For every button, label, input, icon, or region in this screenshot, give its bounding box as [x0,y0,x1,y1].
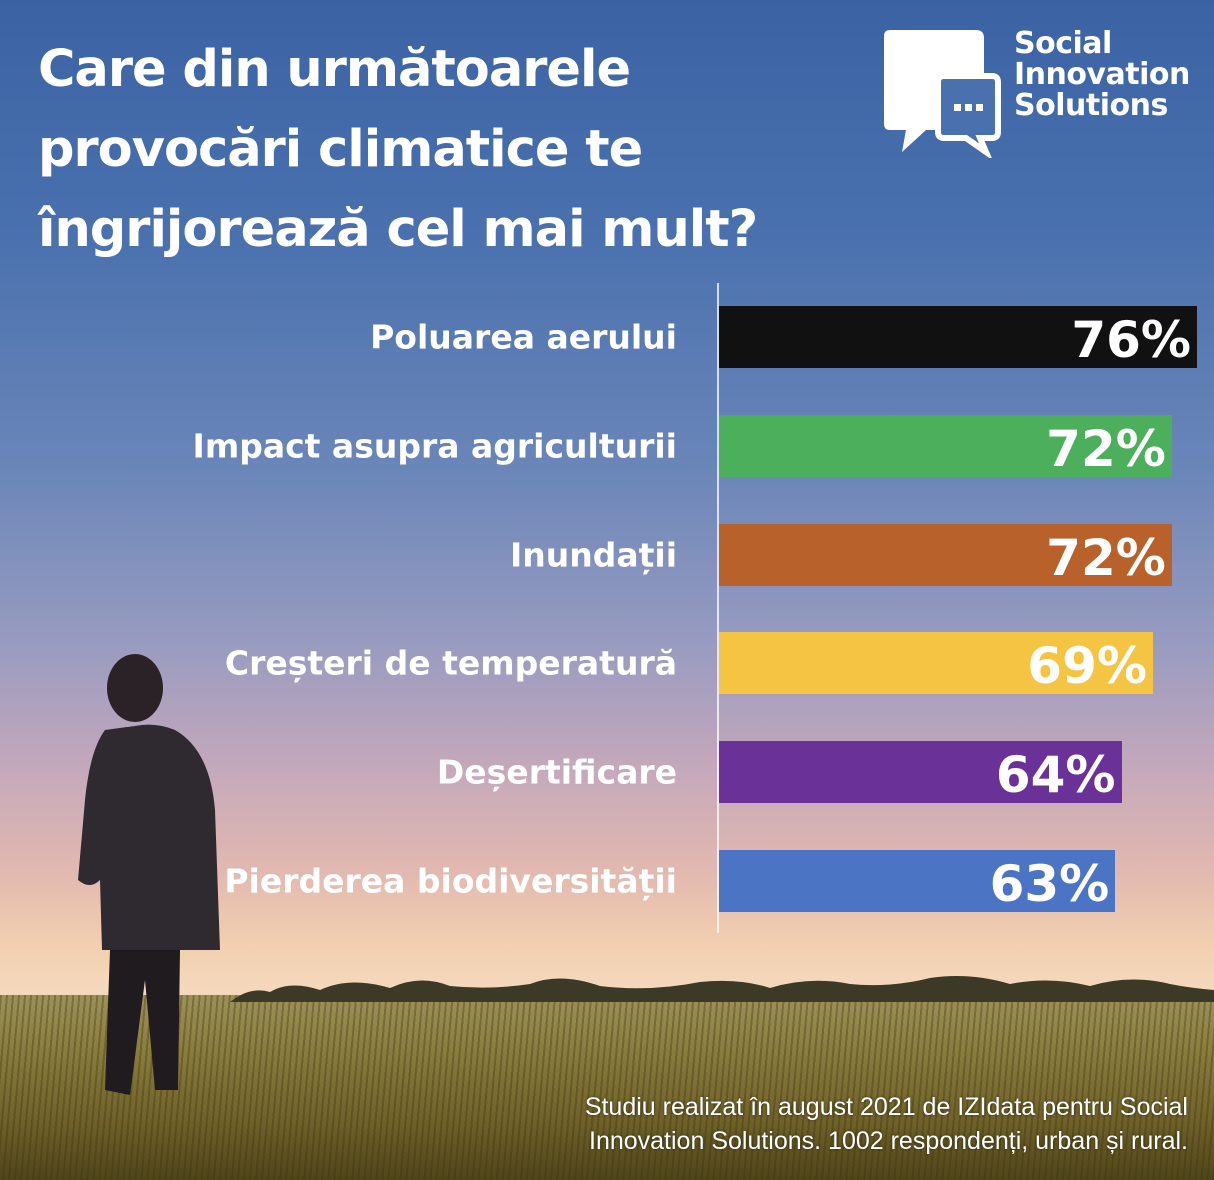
value-label: 72% [1046,419,1166,478]
person-silhouette [78,654,220,1095]
brand-line: Social [1014,26,1112,61]
bar-chart: Poluarea aerului 76% Impact asupra agricul… [192,283,1197,933]
bar [719,523,1172,586]
category-label: Impact asupra agriculturii [192,426,677,466]
wheat-field-background [0,995,1214,1180]
category-label: Creșteri de temperatură [224,643,677,683]
footnote-line: Innovation Solutions. 1002 respondenți, … [589,1127,1188,1155]
category-label: Inundații [509,535,677,575]
title-line: provocări climatice te [38,120,643,179]
value-label: 69% [1027,637,1147,696]
chart-axis-line [717,283,719,933]
bar [719,850,1116,912]
brand-line: Innovation [1014,57,1190,92]
speech-bubbles-logo-icon [884,30,1001,158]
bar [719,741,1122,804]
footnote-line: Studiu realizat în august 2021 de IZIdat… [584,1093,1188,1121]
value-label: 63% [989,855,1110,913]
category-label: Poluarea aerului [370,317,677,357]
tree-line [230,976,1214,1002]
category-label: Deșertificare [436,752,677,792]
title-line: Care din următoarele [38,40,631,99]
footnote: Studiu realizat în august 2021 de IZIdat… [585,1090,1188,1158]
bar [719,306,1197,368]
bar [719,632,1153,695]
bar [719,414,1172,477]
value-label: 72% [1046,528,1166,587]
category-label: Pierderea biodiversității [224,861,677,901]
brand-line: Solutions [1014,88,1168,123]
chart-title: Care din următoarele provocări climatice… [38,30,758,270]
brand-name: Social Innovation Solutions [1014,28,1190,121]
title-line: îngrijorează cel mai mult? [38,200,758,259]
value-label: 64% [995,746,1116,805]
value-label: 76% [1071,311,1191,369]
